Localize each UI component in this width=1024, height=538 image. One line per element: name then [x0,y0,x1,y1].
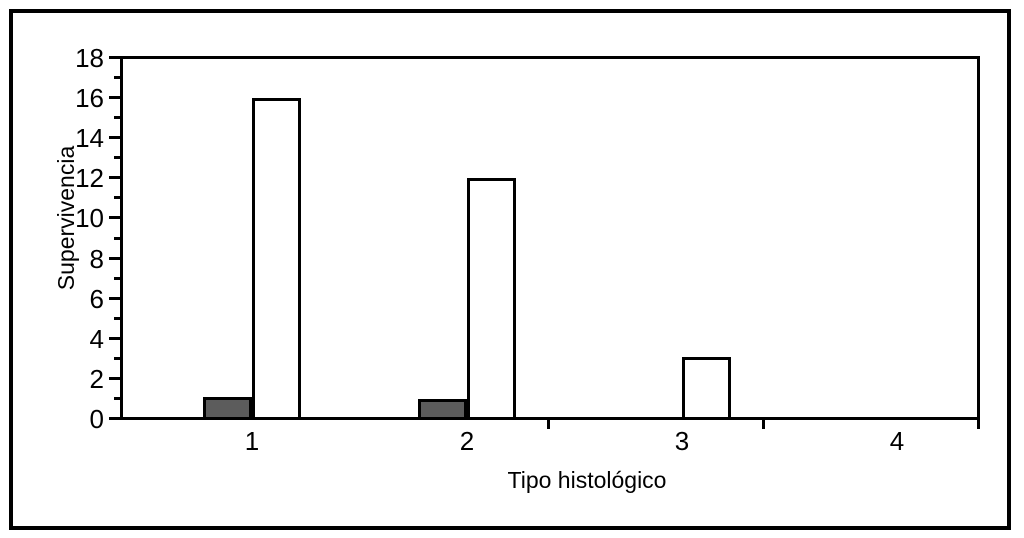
y-major-tick [109,176,120,179]
y-tick-label: 6 [89,284,104,314]
y-tick-label: 16 [75,83,104,113]
bar-white-2 [467,178,516,420]
x-boundary-tick [762,420,765,429]
y-major-tick [109,96,120,99]
y-minor-tick [114,237,120,240]
y-tick-label: 4 [89,324,104,354]
y-tick-label: 10 [75,203,104,233]
y-tick-label: 2 [89,364,104,394]
x-boundary-tick [547,420,550,429]
y-major-tick [109,417,120,420]
y-major-tick [109,257,120,260]
y-minor-tick [114,196,120,199]
y-minor-tick [114,357,120,360]
y-major-tick [109,216,120,219]
y-tick-label: 12 [75,163,104,193]
x-boundary-tick [977,420,980,429]
x-axis-title: Tipo histológico [507,467,667,493]
y-major-tick [109,377,120,380]
y-tick-label: 18 [75,43,104,73]
y-minor-tick [114,277,120,280]
y-major-tick [109,337,120,340]
y-major-tick [109,136,120,139]
x-cat-label: 4 [889,426,905,456]
plot-area [120,56,980,420]
x-cat-label: 1 [244,426,260,456]
x-cat-label: 3 [674,426,690,456]
y-tick-label: 14 [75,123,104,153]
bar-dark-1 [203,397,252,420]
y-minor-tick [114,76,120,79]
bar-white-3 [682,357,731,420]
y-minor-tick [114,317,120,320]
bar-dark-2 [418,399,467,420]
y-major-tick [109,56,120,59]
x-cat-label: 2 [459,426,475,456]
y-axis-title: Supervivencia [53,145,79,291]
y-minor-tick [114,156,120,159]
y-tick-label: 0 [89,404,104,434]
y-minor-tick [114,397,120,400]
y-minor-tick [114,116,120,119]
y-major-tick [109,297,120,300]
y-tick-label: 8 [89,244,104,274]
bar-white-1 [252,98,301,420]
